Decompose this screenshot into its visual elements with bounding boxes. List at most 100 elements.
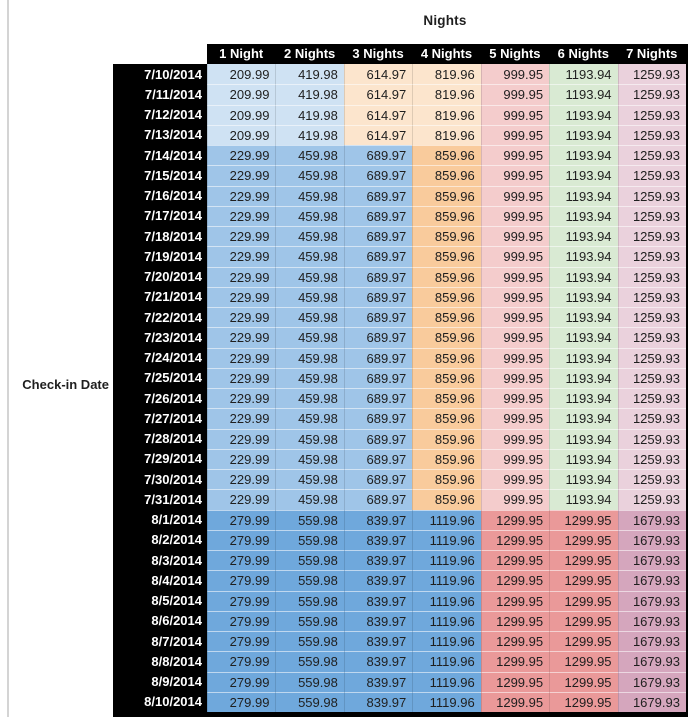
price-cell: 1119.96 xyxy=(412,550,481,571)
table-row: 7/20/2014 229.99 459.98 689.97 859.96 999.95 1… xyxy=(113,266,686,287)
price-cell: 859.96 xyxy=(412,246,481,267)
price-cell: 1679.93 xyxy=(617,529,686,550)
price-cell: 1193.94 xyxy=(549,408,618,429)
checkin-date-cell: 7/13/2014 xyxy=(113,124,207,145)
table-corner-spacer xyxy=(113,44,207,64)
price-cell: 689.97 xyxy=(343,367,413,388)
checkin-date-cell: 7/28/2014 xyxy=(113,428,207,449)
price-cell: 1679.93 xyxy=(617,570,686,591)
price-cell: 279.99 xyxy=(207,651,276,672)
table-row: 8/10/2014 279.99 559.98 839.97 1119.96 1299.9… xyxy=(113,691,686,712)
price-cell: 1259.93 xyxy=(617,84,686,105)
price-cell: 614.97 xyxy=(343,124,413,145)
price-cell: 689.97 xyxy=(343,388,413,409)
table-row: 7/27/2014 229.99 459.98 689.97 859.96 999.95 1… xyxy=(113,408,686,429)
price-cell: 1259.93 xyxy=(617,124,686,145)
column-header: 7 Nights xyxy=(617,44,686,64)
price-cell: 859.96 xyxy=(412,469,481,490)
price-cell: 459.98 xyxy=(275,226,344,247)
price-cell: 1679.93 xyxy=(617,631,686,652)
price-cell: 1259.93 xyxy=(617,104,686,125)
price-cell: 279.99 xyxy=(207,671,276,692)
price-cell: 689.97 xyxy=(343,469,413,490)
price-cell: 614.97 xyxy=(343,64,413,85)
checkin-date-cell: 8/3/2014 xyxy=(113,550,207,571)
price-cell: 1259.93 xyxy=(617,347,686,368)
price-cell: 1119.96 xyxy=(412,529,481,550)
table-row: 7/13/2014 209.99 419.98 614.97 819.96 999.95 1… xyxy=(113,124,686,145)
price-cell: 419.98 xyxy=(275,84,344,105)
price-cell: 859.96 xyxy=(412,408,481,429)
price-cell: 1259.93 xyxy=(617,428,686,449)
price-cell: 689.97 xyxy=(343,205,413,226)
table-row: 8/1/2014 279.99 559.98 839.97 1119.96 1299.95… xyxy=(113,509,686,530)
price-cell: 1259.93 xyxy=(617,408,686,429)
price-cell: 999.95 xyxy=(480,307,550,328)
price-cell: 689.97 xyxy=(343,448,413,469)
price-cell: 229.99 xyxy=(207,448,276,469)
price-cell: 999.95 xyxy=(480,226,550,247)
price-cell: 459.98 xyxy=(275,388,344,409)
price-cell: 1299.95 xyxy=(480,570,550,591)
price-cell: 1299.95 xyxy=(480,691,550,712)
price-cell: 419.98 xyxy=(275,124,344,145)
price-cell: 1299.95 xyxy=(480,671,550,692)
price-cell: 839.97 xyxy=(343,631,413,652)
price-cell: 1679.93 xyxy=(617,651,686,672)
price-cell: 459.98 xyxy=(275,448,344,469)
table-row: 7/28/2014 229.99 459.98 689.97 859.96 999.95 1… xyxy=(113,428,686,449)
price-cell: 229.99 xyxy=(207,286,276,307)
price-cell: 229.99 xyxy=(207,469,276,490)
table-row: 7/30/2014 229.99 459.98 689.97 859.96 999.95 1… xyxy=(113,469,686,490)
price-cell: 999.95 xyxy=(480,145,550,166)
table-row: 7/19/2014 229.99 459.98 689.97 859.96 999.95 1… xyxy=(113,246,686,267)
column-axis-title: Nights xyxy=(423,13,467,28)
checkin-date-cell: 7/31/2014 xyxy=(113,489,207,510)
price-cell: 459.98 xyxy=(275,185,344,206)
price-cell: 999.95 xyxy=(480,84,550,105)
price-cell: 1299.95 xyxy=(549,631,618,652)
price-cell: 1259.93 xyxy=(617,165,686,186)
checkin-date-cell: 7/15/2014 xyxy=(113,165,207,186)
price-cell: 209.99 xyxy=(207,104,276,125)
table-row: 7/12/2014 209.99 419.98 614.97 819.96 999.95 1… xyxy=(113,104,686,125)
price-cell: 1193.94 xyxy=(549,185,618,206)
checkin-date-cell: 8/4/2014 xyxy=(113,570,207,591)
price-cell: 1259.93 xyxy=(617,469,686,490)
price-cell: 1299.95 xyxy=(549,671,618,692)
price-cell: 999.95 xyxy=(480,428,550,449)
table-row: 7/31/2014 229.99 459.98 689.97 859.96 999.95 1… xyxy=(113,489,686,510)
price-cell: 819.96 xyxy=(412,64,481,85)
price-cell: 1259.93 xyxy=(617,266,686,287)
price-cell: 689.97 xyxy=(343,226,413,247)
price-cell: 614.97 xyxy=(343,84,413,105)
table-row: 7/18/2014 229.99 459.98 689.97 859.96 999.95 1… xyxy=(113,226,686,247)
price-cell: 839.97 xyxy=(343,529,413,550)
price-cell: 1119.96 xyxy=(412,570,481,591)
checkin-date-cell: 8/2/2014 xyxy=(113,529,207,550)
checkin-date-cell: 7/10/2014 xyxy=(113,64,207,85)
row-axis-title: Check-in Date xyxy=(22,377,109,392)
price-cell: 1259.93 xyxy=(617,145,686,166)
price-cell: 999.95 xyxy=(480,347,550,368)
price-cell: 859.96 xyxy=(412,165,481,186)
price-cell: 999.95 xyxy=(480,246,550,267)
price-cell: 229.99 xyxy=(207,428,276,449)
price-cell: 459.98 xyxy=(275,165,344,186)
price-cell: 689.97 xyxy=(343,307,413,328)
price-cell: 999.95 xyxy=(480,205,550,226)
nightly-rates-table: 1 Night 2 Nights 3 Nights 4 Nights 5 Nights 6… xyxy=(113,44,688,717)
checkin-date-cell: 7/30/2014 xyxy=(113,469,207,490)
price-cell: 1119.96 xyxy=(412,590,481,611)
price-cell: 689.97 xyxy=(343,145,413,166)
price-cell: 1259.93 xyxy=(617,246,686,267)
checkin-date-cell: 7/21/2014 xyxy=(113,286,207,307)
price-cell: 459.98 xyxy=(275,489,344,510)
price-cell: 209.99 xyxy=(207,124,276,145)
price-cell: 279.99 xyxy=(207,529,276,550)
price-cell: 229.99 xyxy=(207,246,276,267)
price-cell: 859.96 xyxy=(412,327,481,348)
price-cell: 1679.93 xyxy=(617,550,686,571)
price-cell: 689.97 xyxy=(343,408,413,429)
table-row: 8/3/2014 279.99 559.98 839.97 1119.96 1299.95… xyxy=(113,550,686,571)
